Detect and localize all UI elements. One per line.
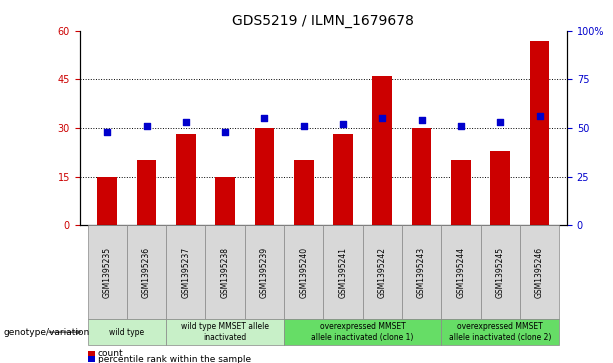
Bar <box>530 41 549 225</box>
Text: GSM1395238: GSM1395238 <box>221 247 230 298</box>
Bar <box>88 225 127 319</box>
Bar <box>88 319 166 345</box>
Text: GSM1395243: GSM1395243 <box>417 247 426 298</box>
Bar <box>284 225 324 319</box>
Point <box>220 129 230 135</box>
Text: GSM1395235: GSM1395235 <box>103 247 112 298</box>
Bar <box>88 356 95 362</box>
Bar <box>88 351 95 357</box>
Text: GSM1395240: GSM1395240 <box>299 247 308 298</box>
Point <box>102 129 112 135</box>
Text: percentile rank within the sample: percentile rank within the sample <box>98 355 251 363</box>
Text: wild type: wild type <box>109 328 145 337</box>
Text: GSM1395245: GSM1395245 <box>496 247 504 298</box>
Text: count: count <box>98 350 124 358</box>
Bar <box>97 176 117 225</box>
Bar <box>520 225 559 319</box>
Bar <box>441 319 559 345</box>
Bar <box>137 160 156 225</box>
Bar <box>176 134 196 225</box>
Point <box>181 119 191 125</box>
Text: GSM1395239: GSM1395239 <box>260 247 269 298</box>
Point <box>259 115 269 121</box>
Bar <box>215 176 235 225</box>
Bar <box>333 134 353 225</box>
Bar <box>284 319 441 345</box>
Point <box>378 115 387 121</box>
Bar <box>166 225 205 319</box>
Point <box>299 123 308 129</box>
Text: GSM1395246: GSM1395246 <box>535 247 544 298</box>
Text: GSM1395241: GSM1395241 <box>338 247 348 298</box>
Bar <box>441 225 481 319</box>
Bar <box>402 225 441 319</box>
Bar <box>205 225 245 319</box>
Text: GSM1395244: GSM1395244 <box>457 247 465 298</box>
Point <box>417 117 427 123</box>
Bar <box>245 225 284 319</box>
Bar <box>481 225 520 319</box>
Point <box>142 123 151 129</box>
Text: GSM1395242: GSM1395242 <box>378 247 387 298</box>
Bar <box>490 151 510 225</box>
Bar <box>373 76 392 225</box>
Bar <box>294 160 313 225</box>
Text: overexpressed MMSET
allele inactivated (clone 2): overexpressed MMSET allele inactivated (… <box>449 322 552 342</box>
Text: wild type MMSET allele
inactivated: wild type MMSET allele inactivated <box>181 322 269 342</box>
Point <box>456 123 466 129</box>
Point <box>535 113 544 119</box>
Bar <box>254 128 274 225</box>
Point <box>495 119 505 125</box>
Point <box>338 121 348 127</box>
Text: genotype/variation: genotype/variation <box>3 328 89 337</box>
Text: GSM1395236: GSM1395236 <box>142 247 151 298</box>
Bar <box>451 160 471 225</box>
Bar <box>324 225 363 319</box>
Bar <box>363 225 402 319</box>
Title: GDS5219 / ILMN_1679678: GDS5219 / ILMN_1679678 <box>232 15 414 28</box>
Bar <box>412 128 432 225</box>
Text: overexpressed MMSET
allele inactivated (clone 1): overexpressed MMSET allele inactivated (… <box>311 322 414 342</box>
Bar <box>166 319 284 345</box>
Bar <box>127 225 166 319</box>
Text: GSM1395237: GSM1395237 <box>181 247 190 298</box>
